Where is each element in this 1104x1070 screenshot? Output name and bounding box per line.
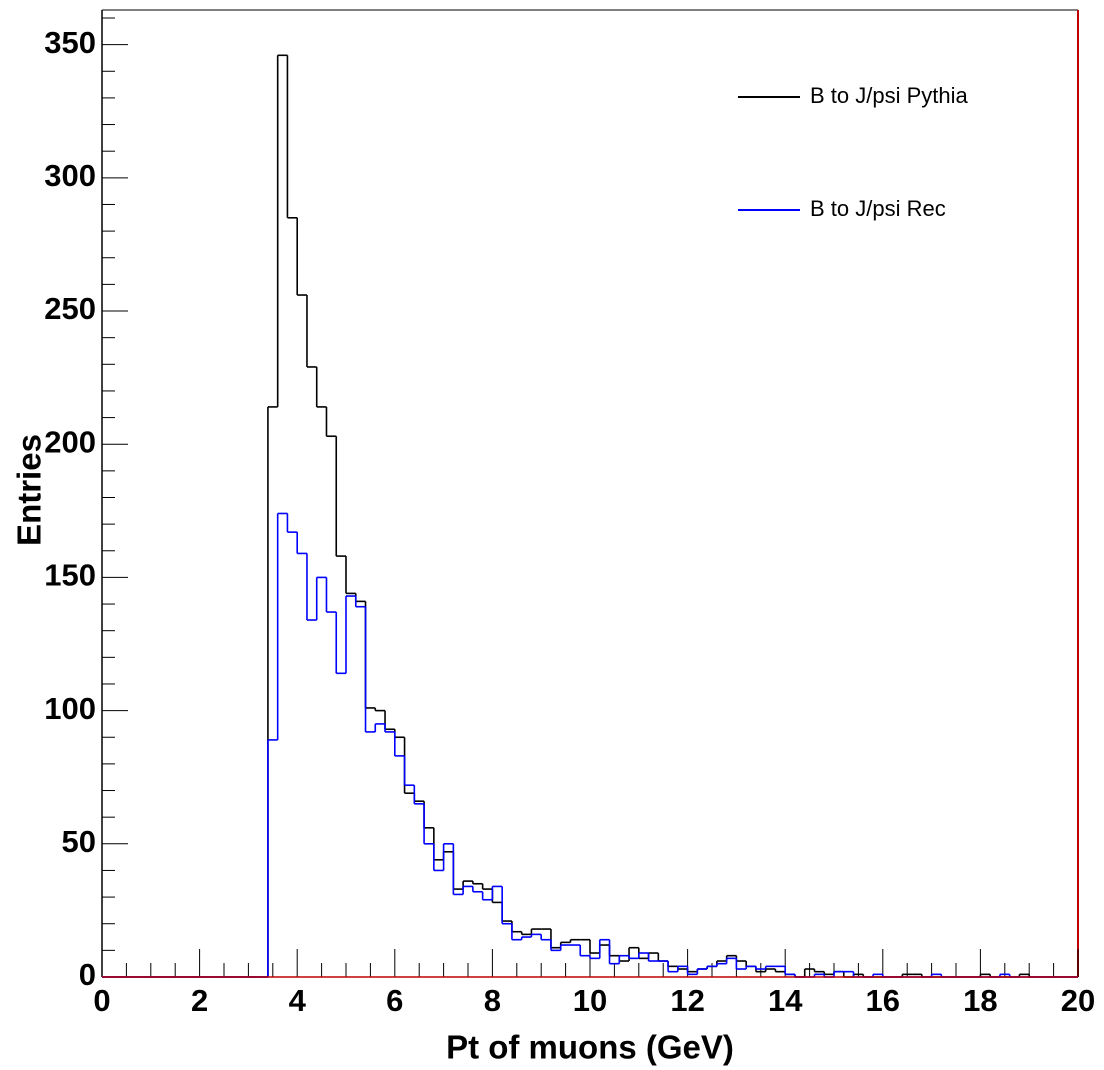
y-tick-label: 200 <box>44 424 96 459</box>
y-tick-label: 50 <box>62 824 96 859</box>
x-tick-label: 12 <box>670 983 704 1018</box>
x-axis-title: Pt of muons (GeV) <box>446 1029 734 1066</box>
x-tick-label: 18 <box>963 983 997 1018</box>
y-tick-label: 150 <box>44 558 96 593</box>
x-tick-label: 4 <box>289 983 307 1018</box>
y-tick-label: 350 <box>44 25 96 60</box>
x-tick-label: 2 <box>191 983 208 1018</box>
y-tick-label: 100 <box>44 691 96 726</box>
legend-label: B to J/psi Rec <box>810 196 946 221</box>
x-tick-label: 8 <box>484 983 501 1018</box>
legend-label: B to J/psi Pythia <box>810 83 969 108</box>
x-tick-label: 6 <box>386 983 403 1018</box>
x-tick-label: 16 <box>866 983 900 1018</box>
x-tick-label: 10 <box>573 983 607 1018</box>
y-tick-label: 300 <box>44 158 96 193</box>
x-tick-label: 20 <box>1061 983 1095 1018</box>
y-tick-label: 0 <box>79 957 96 992</box>
y-tick-label: 250 <box>44 291 96 326</box>
x-tick-label: 14 <box>768 983 803 1018</box>
x-tick-label: 0 <box>93 983 110 1018</box>
y-axis-title: Entries <box>11 434 48 546</box>
